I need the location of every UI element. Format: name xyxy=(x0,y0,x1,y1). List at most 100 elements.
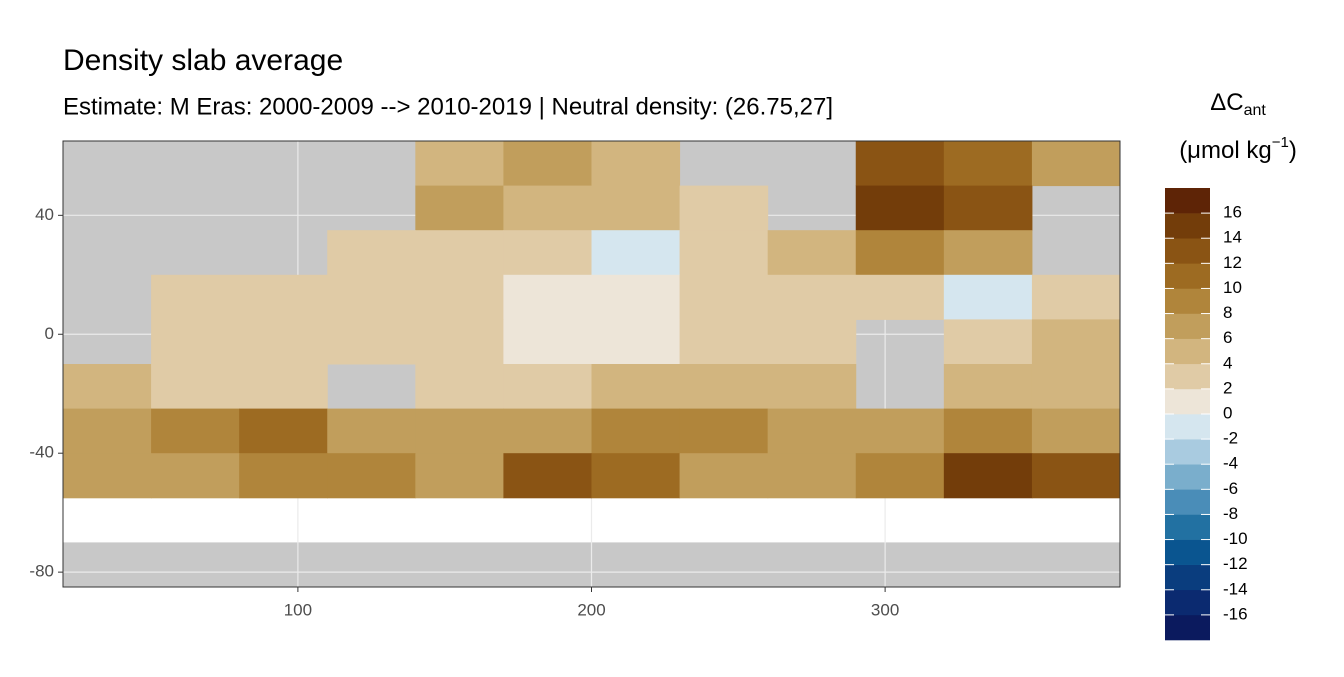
chart-title: Density slab average xyxy=(63,44,343,77)
cell xyxy=(151,364,240,410)
colorbar-bin xyxy=(1165,313,1210,339)
cell xyxy=(239,453,328,499)
cell xyxy=(415,230,504,276)
cell xyxy=(591,230,681,276)
cell xyxy=(591,274,681,320)
colorbar-label: -4 xyxy=(1223,454,1238,473)
cell xyxy=(679,185,769,231)
colorbar-bin xyxy=(1165,188,1210,214)
chart-subtitle: Estimate: M Eras: 2000-2009 --> 2010-201… xyxy=(63,93,833,120)
cell xyxy=(767,408,857,454)
cell xyxy=(415,141,504,187)
cell xyxy=(767,230,857,276)
cell xyxy=(415,274,504,320)
cell xyxy=(239,274,328,320)
cell xyxy=(855,230,945,276)
cell xyxy=(327,408,416,454)
cell xyxy=(63,364,152,410)
cell xyxy=(679,408,769,454)
colorbar-bin xyxy=(1165,539,1210,565)
cell xyxy=(943,364,1033,410)
cell xyxy=(503,185,592,231)
cell xyxy=(1031,319,1121,365)
cell xyxy=(767,364,857,410)
cell xyxy=(415,408,504,454)
x-tick-label: 200 xyxy=(577,600,605,619)
colorbar-label: 10 xyxy=(1223,278,1242,297)
cell xyxy=(679,364,769,410)
colorbar-label: 16 xyxy=(1223,203,1242,222)
colorbar-bin xyxy=(1165,238,1210,264)
colorbar-label: -16 xyxy=(1223,604,1248,623)
cell xyxy=(239,319,328,365)
cell xyxy=(591,408,681,454)
cell xyxy=(63,408,152,454)
colorbar-bin xyxy=(1165,514,1210,540)
cell xyxy=(327,274,416,320)
cell xyxy=(679,274,769,320)
cell xyxy=(1031,141,1121,187)
cell xyxy=(151,453,240,499)
colorbar-label: 14 xyxy=(1223,228,1242,247)
colorbar-label: -14 xyxy=(1223,579,1248,598)
colorbar-label: 4 xyxy=(1223,353,1232,372)
panel-border xyxy=(62,140,1121,588)
legend-unit-sup: −1 xyxy=(1272,134,1289,151)
colorbar-label: 8 xyxy=(1223,303,1232,322)
colorbar-bin xyxy=(1165,213,1210,239)
cell xyxy=(767,319,857,365)
cell xyxy=(503,364,592,410)
colorbar-bin xyxy=(1165,564,1210,591)
cell xyxy=(591,141,681,187)
colorbar-bin xyxy=(1165,288,1210,314)
cell xyxy=(415,453,504,499)
legend-unit: (μmol kg−1) xyxy=(1179,134,1297,164)
colorbar-label: -12 xyxy=(1223,554,1248,573)
cell xyxy=(327,319,416,365)
cell xyxy=(1031,364,1121,410)
cell xyxy=(855,141,945,187)
cell xyxy=(943,274,1033,320)
legend-unit-end: ) xyxy=(1289,137,1297,164)
cell xyxy=(943,408,1033,454)
cell xyxy=(151,274,240,320)
colorbar-label: 6 xyxy=(1223,328,1232,347)
cell xyxy=(327,453,416,499)
cell xyxy=(503,230,592,276)
cell xyxy=(1031,408,1121,454)
cell xyxy=(503,274,592,320)
colorbar-label: -10 xyxy=(1223,529,1248,548)
colorbar-label: -8 xyxy=(1223,504,1238,523)
cell xyxy=(943,141,1033,187)
legend-title-main: ΔC xyxy=(1210,89,1243,116)
cell xyxy=(591,185,681,231)
colorbar-label: 12 xyxy=(1223,253,1242,272)
cell xyxy=(855,185,945,231)
cell xyxy=(591,364,681,410)
cell xyxy=(855,274,945,320)
colorbar-bin xyxy=(1165,338,1210,365)
y-tick-label: 0 xyxy=(45,324,54,343)
colorbar-label: -6 xyxy=(1223,479,1238,498)
cell xyxy=(151,408,240,454)
cell xyxy=(239,364,328,410)
cell xyxy=(415,364,504,410)
cell xyxy=(503,453,592,499)
cell xyxy=(767,274,857,320)
colorbar-label: -2 xyxy=(1223,429,1238,448)
cell xyxy=(415,319,504,365)
legend-unit-main: (μmol kg xyxy=(1179,137,1272,164)
cell xyxy=(415,185,504,231)
colorbar-label: 2 xyxy=(1223,378,1232,397)
cell xyxy=(503,319,592,365)
colorbar-bin xyxy=(1165,363,1210,390)
colorbar-bin xyxy=(1165,614,1210,641)
cell xyxy=(855,453,945,499)
colorbar-label: 0 xyxy=(1223,403,1232,422)
cell xyxy=(943,185,1033,231)
y-tick-label: 40 xyxy=(35,205,54,224)
colorbar-bin xyxy=(1165,464,1210,490)
cell xyxy=(943,230,1033,276)
x-tick-label: 300 xyxy=(871,600,899,619)
